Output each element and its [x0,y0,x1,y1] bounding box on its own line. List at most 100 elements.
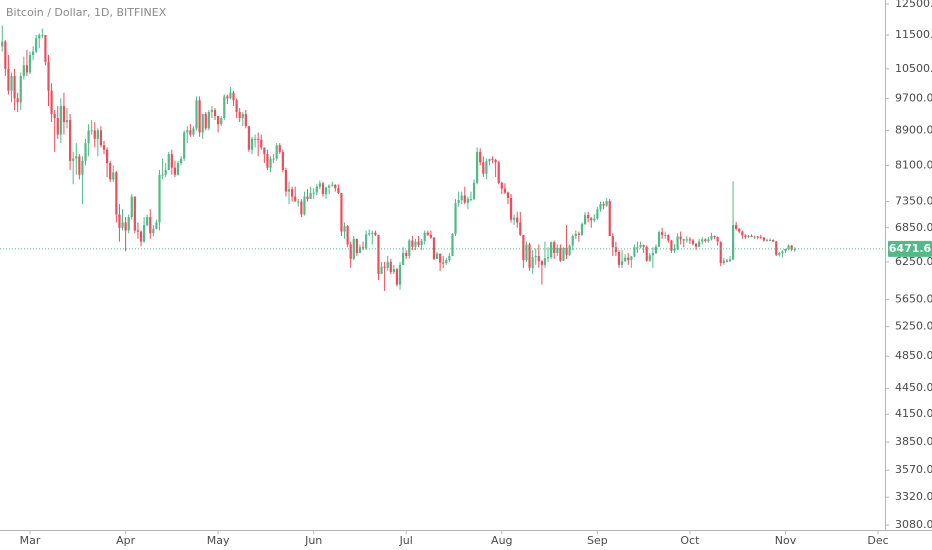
candle-body [303,196,306,215]
candle-body [636,247,639,249]
candle-body [710,236,713,240]
candle-body [562,247,565,261]
candle-body [568,245,571,255]
candle-body [192,128,195,135]
candle-body [522,234,525,261]
candle-body [630,256,633,261]
candle-body [297,201,300,203]
candle-body [284,170,288,192]
candle-body [294,196,297,202]
candle-body [269,158,272,168]
candle-body [765,239,769,241]
candle-body [312,192,315,194]
candle-body [35,38,38,52]
candle-body [121,222,124,228]
candle-body [411,240,414,247]
candle-body [368,233,371,235]
y-tick-label: 12500.0 [895,0,932,10]
candle-body [574,233,577,237]
candle-body [608,201,611,237]
candle-body [519,222,522,235]
candle-body [654,246,658,254]
candle-body [328,185,331,188]
candle-body [392,269,395,273]
candle-body [599,204,602,210]
candle-body [93,130,96,139]
candle-body [556,247,559,254]
candle-body [534,255,537,258]
candle-body [340,193,343,232]
candle-body [62,106,66,123]
candle-body [747,236,750,238]
candle-body [155,222,158,229]
candle-body [398,264,402,285]
y-tick-label: 3570.0 [895,463,932,476]
candle-body [472,182,476,200]
candle-body [176,163,180,175]
y-tick-label: 10500.0 [895,62,932,75]
candle-body [4,41,7,69]
candle-body [352,238,355,259]
candle-body [701,239,704,242]
candle-body [232,92,235,101]
y-tick-label: 4450.0 [895,381,932,394]
x-tick-label: Oct [680,534,700,547]
candle-body [337,188,340,194]
x-tick-label: Dec [867,534,888,547]
candle-body [10,76,13,91]
candle-body [164,170,167,175]
candle-body [571,236,574,246]
candle-body [509,198,513,220]
candle-body [781,251,784,254]
candle-body [254,138,257,140]
candle-body [485,161,488,174]
candle-body [275,145,278,159]
candle-body [41,35,44,37]
candle-body [81,160,84,175]
candle-body [371,232,374,234]
candle-body [694,243,698,247]
candle-body [741,231,744,236]
candle-body [1,41,4,47]
candle-body [291,189,294,197]
candle-body [250,138,254,150]
candle-body [355,238,358,254]
candle-body [318,183,321,187]
candle-body [102,145,106,150]
candle-body [13,76,16,99]
candle-body [491,159,494,161]
candle-body [195,100,198,129]
candle-body [170,154,173,168]
candle-body [358,247,362,254]
y-tick-label: 11500.0 [895,28,932,41]
candle-body [374,232,377,235]
candle-body [405,253,408,256]
candle-body [247,126,251,150]
candle-body [300,201,303,215]
candle-body [142,225,146,242]
candle-body [778,253,781,255]
candle-body [365,234,368,249]
candle-body [186,130,189,133]
candle-body [448,255,451,261]
candle-body [272,158,275,160]
candle-body [525,244,528,261]
candle-body [645,246,648,261]
candle-body [790,245,793,250]
candle-body [540,261,543,265]
candle-body [744,235,747,238]
candle-body [611,236,614,248]
candle-body [146,217,149,226]
candle-body [281,151,284,171]
candle-body [667,234,670,241]
candle-body [72,158,75,161]
candle-body [673,248,676,251]
y-tick-label: 8900.0 [895,123,932,136]
candle-body [580,223,584,235]
candle-body [152,228,155,234]
candle-body [238,112,241,119]
candle-body [664,234,667,236]
x-tick-label: Mar [20,534,41,547]
candle-body [158,174,161,223]
candle-body [775,241,778,255]
